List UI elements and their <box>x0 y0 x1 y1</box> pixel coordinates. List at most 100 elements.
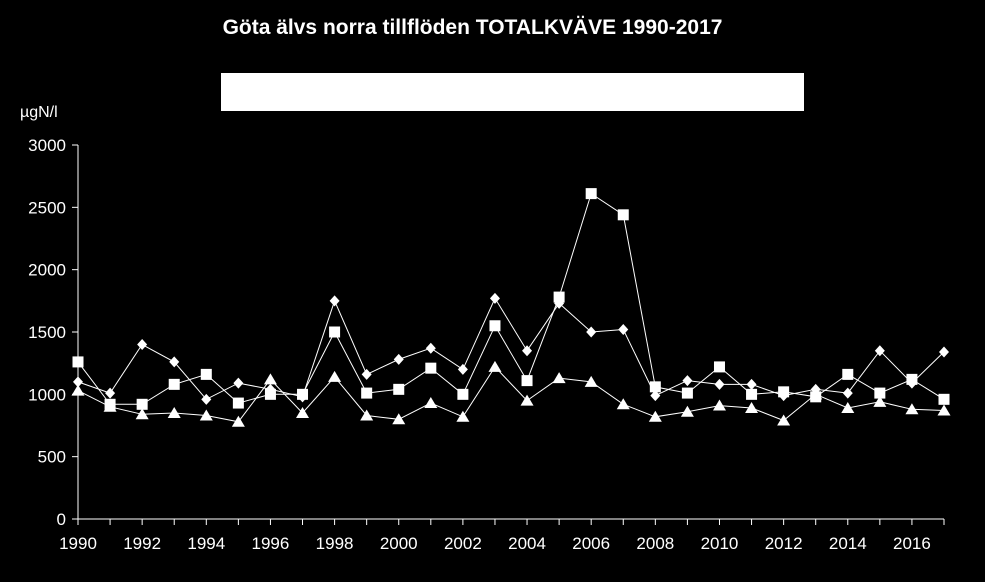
y-tick-label: 3000 <box>28 136 66 155</box>
data-point-diamond <box>714 378 725 390</box>
data-point-diamond <box>457 363 468 375</box>
x-tick-label: 2014 <box>829 534 867 553</box>
data-point-square <box>874 387 886 399</box>
data-point-triangle <box>905 403 919 415</box>
data-point-triangle <box>584 375 598 387</box>
data-point-triangle <box>488 360 502 372</box>
legend-box <box>221 73 804 111</box>
data-point-diamond <box>233 377 244 389</box>
data-point-triangle <box>873 395 887 407</box>
x-tick-label: 2004 <box>508 534 546 553</box>
data-point-triangle <box>745 402 759 414</box>
data-point-square <box>778 386 790 398</box>
data-point-diamond <box>650 390 661 402</box>
data-point-square <box>489 320 501 332</box>
data-point-square <box>297 388 309 400</box>
data-point-triangle <box>103 400 117 412</box>
y-tick-label: 1000 <box>28 385 66 404</box>
series-line-diamond <box>77 297 945 400</box>
data-point-triangle <box>777 414 791 426</box>
data-point-square <box>585 188 597 200</box>
data-point-triangle <box>809 388 823 400</box>
data-point-square <box>746 388 758 400</box>
data-point-square <box>617 209 629 221</box>
data-point-square <box>232 397 244 409</box>
x-tick-label: 2002 <box>444 534 482 553</box>
data-point-square <box>136 398 148 410</box>
data-point-diamond <box>393 353 404 365</box>
data-point-triangle <box>712 399 726 411</box>
data-point-square <box>906 373 918 385</box>
data-point-diamond <box>939 346 949 358</box>
data-point-square <box>842 368 854 380</box>
data-point-square <box>938 393 950 405</box>
data-point-diamond <box>169 356 180 368</box>
data-point-diamond <box>361 368 372 380</box>
data-point-triangle <box>520 394 534 406</box>
series-triangle <box>71 360 951 427</box>
data-point-square <box>457 388 469 400</box>
y-axis-unit-label: µgN/l <box>20 104 58 121</box>
x-tick-label: 2016 <box>893 534 931 553</box>
data-point-square <box>681 387 693 399</box>
y-tick-label: 500 <box>38 448 66 467</box>
data-point-triangle <box>616 398 630 410</box>
data-point-triangle <box>680 405 694 417</box>
data-point-square <box>361 387 373 399</box>
series-line-triangle <box>77 366 945 423</box>
data-point-square <box>425 362 437 374</box>
data-point-triangle <box>648 410 662 422</box>
x-tick-label: 1990 <box>59 534 97 553</box>
data-point-diamond <box>746 378 757 390</box>
data-point-diamond <box>329 295 340 307</box>
data-point-diamond <box>586 326 597 338</box>
x-tick-label: 2000 <box>380 534 418 553</box>
data-point-triangle <box>937 404 951 416</box>
data-point-diamond <box>842 387 853 399</box>
data-point-diamond <box>137 338 148 350</box>
series-line-square <box>77 192 945 405</box>
data-point-diamond <box>73 376 83 388</box>
data-point-diamond <box>425 342 436 354</box>
x-tick-label: 1996 <box>252 534 290 553</box>
chart-title: Göta älvs norra tillflöden TOTALKVÄVE 19… <box>222 16 723 39</box>
series-diamond <box>73 292 949 405</box>
y-tick-label: 2500 <box>28 198 66 217</box>
x-tick-label: 1992 <box>123 534 161 553</box>
data-point-triangle <box>360 409 374 421</box>
y-tick-label: 1500 <box>28 323 66 342</box>
data-point-triangle <box>231 415 245 427</box>
data-point-triangle <box>135 408 149 420</box>
y-tick-label: 0 <box>57 510 66 529</box>
series-square <box>72 188 950 410</box>
data-point-diamond <box>201 393 212 405</box>
data-point-triangle <box>199 409 213 421</box>
data-point-square <box>649 381 661 393</box>
x-tick-label: 1998 <box>316 534 354 553</box>
data-point-diamond <box>489 292 500 304</box>
x-tick-label: 2010 <box>701 534 739 553</box>
data-point-triangle <box>71 384 85 396</box>
data-point-triangle <box>456 410 470 422</box>
data-point-square <box>264 388 276 400</box>
x-tick-label: 2012 <box>765 534 803 553</box>
axes: 0 500 1000 1500 2000 2500 3000 1990 1992 1994 1996… <box>28 136 945 553</box>
data-point-square <box>200 368 212 380</box>
data-point-triangle <box>392 413 406 425</box>
x-tick-label: 2008 <box>636 534 674 553</box>
data-point-diamond <box>618 324 629 336</box>
data-point-diamond <box>874 345 885 357</box>
data-point-diamond <box>522 345 533 357</box>
data-point-triangle <box>263 373 277 385</box>
data-point-triangle <box>296 407 310 419</box>
data-point-square <box>553 291 565 303</box>
data-point-triangle <box>424 397 438 409</box>
x-tick-label: 1994 <box>187 534 225 553</box>
data-point-square <box>521 375 533 387</box>
data-point-triangle <box>167 407 181 419</box>
data-point-triangle <box>841 402 855 414</box>
data-point-diamond <box>105 387 116 399</box>
data-point-square <box>329 326 341 338</box>
data-point-square <box>393 383 405 395</box>
data-point-triangle <box>552 372 566 384</box>
